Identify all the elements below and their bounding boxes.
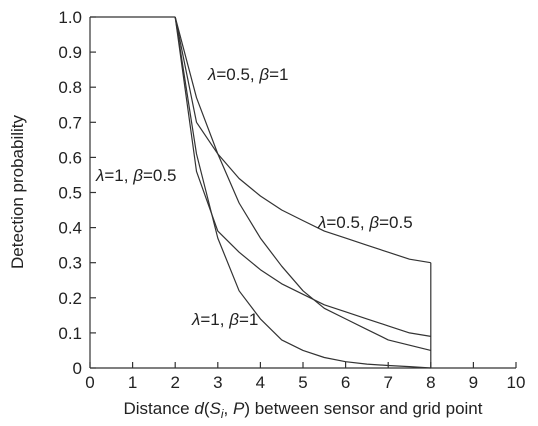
annotation-lambda1-beta0.5: λ=1, β=0.5	[95, 166, 177, 185]
x-axis-title-p: P	[233, 399, 245, 418]
x-axis-title: Distance d(Si, P) between sensor and gri…	[124, 399, 483, 421]
x-tick-label: 7	[383, 373, 392, 392]
series-line-lambda1-beta1	[174, 16, 431, 369]
x-tick-label: 9	[469, 373, 478, 392]
x-tick-label: 4	[256, 373, 265, 392]
x-axis-title-d: d	[194, 399, 204, 418]
annotation-lambda-symbol: λ	[317, 213, 326, 232]
x-axis-title-paren: (	[204, 399, 210, 418]
plot-frame	[89, 17, 516, 369]
annotation-beta-symbol: β	[132, 166, 143, 185]
annotation-beta-symbol: β	[368, 213, 379, 232]
x-axis-title-sub: i	[221, 407, 224, 421]
annotation-beta-value: =1	[239, 310, 258, 329]
annotation-lambda1-beta1: λ=1, β=1	[191, 310, 258, 329]
y-tick-label: 0.1	[58, 324, 82, 343]
x-axis-ticks: 0 1 2 3 4 5 6 7 8 9 10	[85, 362, 525, 392]
annotation-lambda-symbol: λ	[95, 166, 104, 185]
annotation-lambda-value: =1,	[104, 166, 133, 185]
x-tick-label: 3	[213, 373, 222, 392]
x-axis-title-s: S	[210, 399, 222, 418]
annotation-lambda-value: =1,	[200, 310, 229, 329]
annotation-beta-value: =0.5	[143, 166, 177, 185]
annotation-lambda0.5-beta0.5: λ=0.5, β=0.5	[317, 213, 413, 232]
annotation-lambda-value: =0.5,	[216, 65, 259, 84]
series-line-lambda1-beta0.5	[174, 16, 431, 337]
x-tick-label: 6	[341, 373, 350, 392]
annotation-beta-symbol: β	[258, 65, 269, 84]
x-tick-label: 0	[85, 373, 94, 392]
x-axis-title-prefix: Distance	[124, 399, 195, 418]
y-axis-title: Detection probability	[8, 114, 27, 269]
annotation-beta-value: =1	[269, 65, 288, 84]
x-axis-title-comma: ,	[224, 399, 233, 418]
y-tick-label: 0.9	[58, 43, 82, 62]
y-tick-label: 0.7	[58, 113, 82, 132]
x-tick-label: 2	[170, 373, 179, 392]
annotation-lambda-value: =0.5,	[326, 213, 369, 232]
y-tick-label: 1.0	[58, 8, 82, 27]
y-tick-label: 0	[73, 359, 82, 378]
y-tick-label: 0.5	[58, 184, 82, 203]
y-tick-label: 0.3	[58, 254, 82, 273]
annotation-lambda-symbol: λ	[207, 65, 216, 84]
annotation-beta-symbol: β	[228, 310, 239, 329]
annotation-lambda0.5-beta1: λ=0.5, β=1	[207, 65, 289, 84]
y-tick-label: 0.8	[58, 78, 82, 97]
x-tick-label: 10	[507, 373, 526, 392]
annotation-lambda-symbol: λ	[191, 310, 200, 329]
x-axis-title-suffix: ) between sensor and grid point	[244, 399, 482, 418]
x-tick-label: 5	[298, 373, 307, 392]
series-line-lambda0.5-beta0.5	[174, 16, 431, 264]
series-lines	[174, 16, 431, 369]
x-tick-label: 1	[128, 373, 137, 392]
annotation-beta-value: =0.5	[379, 213, 413, 232]
y-tick-label: 0.6	[58, 148, 82, 167]
y-axis-ticks: 0 0.1 0.2 0.3 0.4 0.5 0.6 0.7 0.8 0.9 1.0	[58, 8, 96, 378]
y-tick-label: 0.2	[58, 289, 82, 308]
x-tick-label: 8	[426, 373, 435, 392]
y-tick-label: 0.4	[58, 219, 82, 238]
